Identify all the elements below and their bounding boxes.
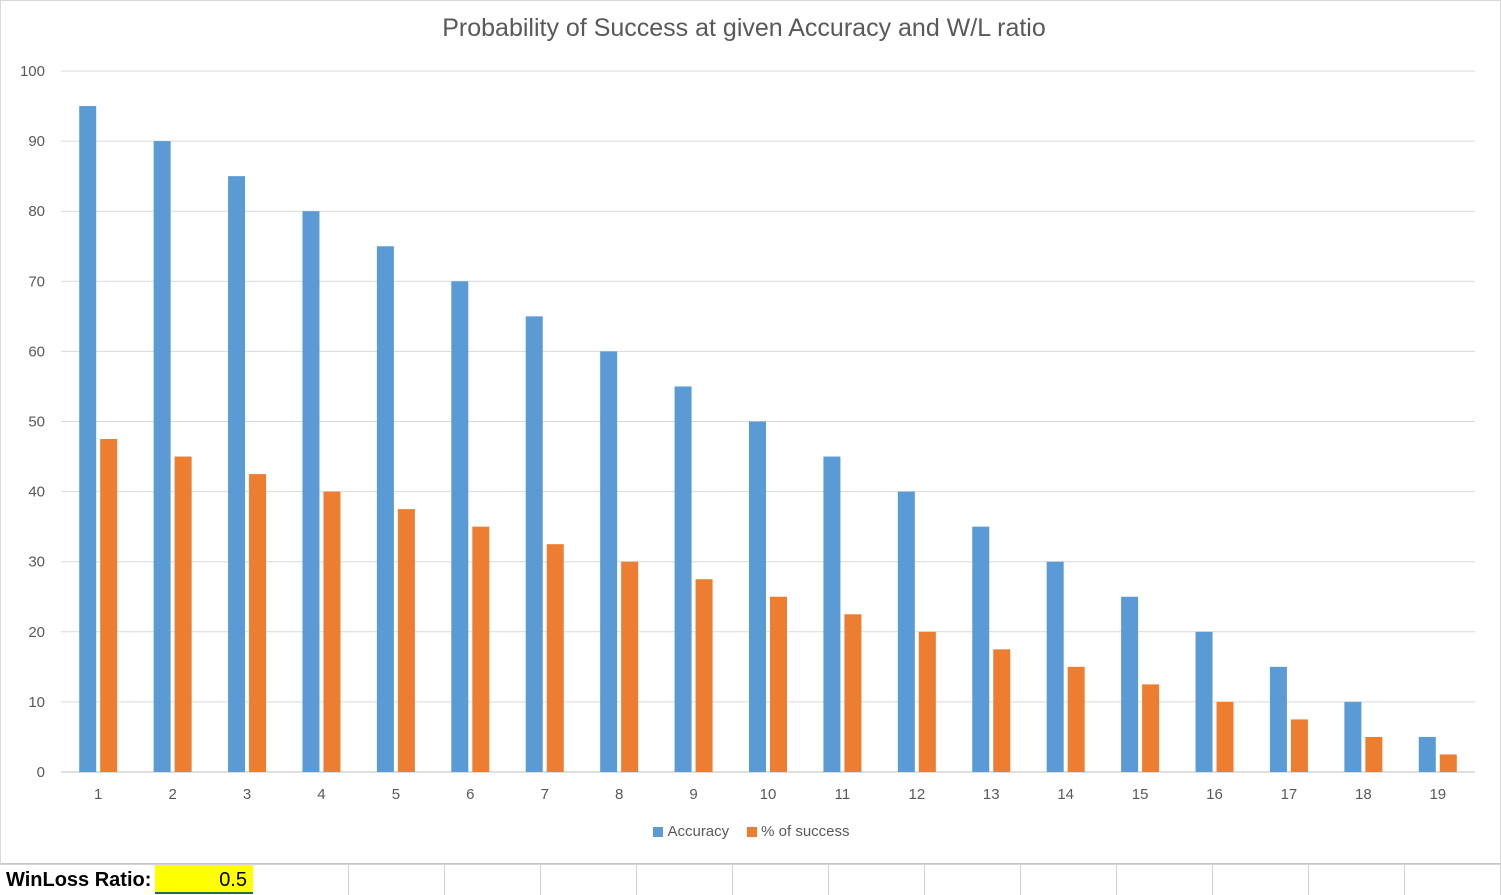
bar-accuracy[interactable] <box>1418 736 1436 772</box>
x-tick-label: 17 <box>1281 786 1298 803</box>
bar-success[interactable] <box>844 614 862 772</box>
x-tick-label: 4 <box>317 786 325 803</box>
grid-cell[interactable] <box>349 865 445 895</box>
legend-swatch-success <box>747 826 758 837</box>
y-tick-label: 70 <box>28 273 45 290</box>
winloss-label: WinLoss Ratio: <box>6 869 152 891</box>
y-tick-label: 100 <box>20 63 45 80</box>
bar-accuracy[interactable] <box>972 526 990 772</box>
y-tick-label: 80 <box>28 203 45 220</box>
legend-item-accuracy: Accuracy <box>653 823 729 840</box>
bar-accuracy[interactable] <box>1046 561 1064 772</box>
grid-cell[interactable] <box>445 865 541 895</box>
y-tick-label: 20 <box>28 624 45 641</box>
legend: Accuracy % of success <box>1 823 1501 840</box>
grid-cell[interactable] <box>1117 865 1213 895</box>
x-tick-label: 9 <box>689 786 697 803</box>
bar-accuracy[interactable] <box>451 281 469 772</box>
grid-cell[interactable] <box>1309 865 1405 895</box>
y-tick-label: 90 <box>28 133 45 150</box>
bar-success[interactable] <box>1439 754 1457 772</box>
grid-cell[interactable] <box>1213 865 1309 895</box>
y-tick-label: 40 <box>28 484 45 501</box>
spreadsheet-row: WinLoss Ratio: 0.5 <box>0 864 1501 895</box>
y-tick-label: 60 <box>28 343 45 360</box>
y-tick-label: 30 <box>28 554 45 571</box>
bar-success[interactable] <box>1067 666 1085 772</box>
bar-accuracy[interactable] <box>1121 596 1139 772</box>
y-tick-label: 0 <box>37 764 45 781</box>
bar-success[interactable] <box>546 544 564 772</box>
bar-accuracy[interactable] <box>674 386 692 772</box>
x-tick-label: 12 <box>908 786 925 803</box>
legend-label-success: % of success <box>761 823 850 840</box>
bar-accuracy[interactable] <box>153 141 171 773</box>
bar-success[interactable] <box>472 526 490 772</box>
x-tick-label: 13 <box>983 786 1000 803</box>
bar-accuracy[interactable] <box>897 491 915 772</box>
x-tick-label: 11 <box>835 786 851 803</box>
x-tick-label: 3 <box>243 786 251 803</box>
bar-success[interactable] <box>100 439 118 772</box>
x-tick-label: 2 <box>168 786 176 803</box>
bar-success[interactable] <box>695 579 713 772</box>
x-tick-label: 19 <box>1429 786 1446 803</box>
bar-success[interactable] <box>918 631 936 772</box>
x-tick-label: 5 <box>392 786 400 803</box>
grid-cell[interactable] <box>925 865 1021 895</box>
bar-success[interactable] <box>323 491 341 772</box>
grid-cell[interactable] <box>1021 865 1117 895</box>
x-tick-label: 6 <box>466 786 474 803</box>
bar-accuracy[interactable] <box>1195 631 1213 772</box>
bar-accuracy[interactable] <box>749 421 766 773</box>
bar-accuracy[interactable] <box>525 316 543 772</box>
bar-success[interactable] <box>249 474 267 772</box>
legend-label-accuracy: Accuracy <box>667 823 730 840</box>
grid-cell[interactable] <box>541 865 637 895</box>
bar-success[interactable] <box>993 649 1011 772</box>
legend-swatch-accuracy <box>653 826 664 837</box>
bar-success[interactable] <box>621 561 639 772</box>
x-tick-label: 15 <box>1132 786 1149 803</box>
bar-accuracy[interactable] <box>79 106 97 773</box>
bar-success[interactable] <box>1290 719 1308 772</box>
legend-item-success: % of success <box>747 823 850 840</box>
bar-success[interactable] <box>1216 701 1234 772</box>
chart-area[interactable]: Probability of Success at given Accuracy… <box>0 0 1501 864</box>
bar-success[interactable] <box>397 509 415 772</box>
x-tick-label: 16 <box>1206 786 1223 803</box>
grid-cell[interactable] <box>252 865 349 895</box>
bar-accuracy[interactable] <box>600 351 618 772</box>
grid-cell[interactable] <box>733 865 829 895</box>
bar-success[interactable] <box>174 456 192 772</box>
bar-success[interactable] <box>1142 684 1160 772</box>
chart-title: Probability of Success at given Accuracy… <box>442 14 1046 42</box>
grid-cell[interactable] <box>1405 865 1501 895</box>
y-tick-label: 10 <box>28 694 45 711</box>
bar-accuracy[interactable] <box>1269 666 1287 772</box>
bar-accuracy[interactable] <box>376 246 394 772</box>
x-tick-label: 14 <box>1057 786 1074 803</box>
bar-success[interactable] <box>1365 736 1383 772</box>
bar-accuracy[interactable] <box>228 176 246 772</box>
grid-cell[interactable] <box>637 865 733 895</box>
x-tick-label: 18 <box>1355 786 1372 803</box>
bar-accuracy[interactable] <box>302 211 320 772</box>
grid-cell[interactable] <box>829 865 925 895</box>
x-tick-label: 8 <box>615 786 623 803</box>
x-tick-label: 7 <box>541 786 549 803</box>
bar-success[interactable] <box>770 596 787 772</box>
y-tick-label: 50 <box>28 414 45 431</box>
bar-accuracy[interactable] <box>1344 701 1362 772</box>
x-tick-label: 10 <box>760 786 777 803</box>
bar-accuracy[interactable] <box>823 456 841 772</box>
winloss-value-cell[interactable]: 0.5 <box>155 865 253 894</box>
x-tick-label: 1 <box>94 786 102 803</box>
